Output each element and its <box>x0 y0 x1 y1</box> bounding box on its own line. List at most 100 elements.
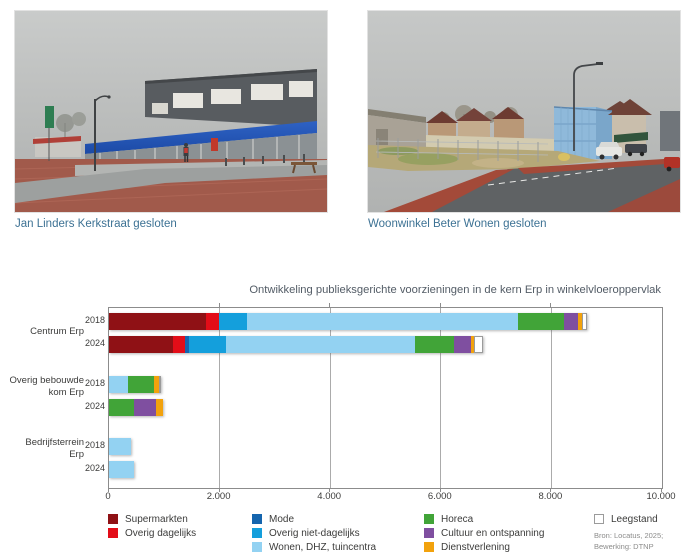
road <box>15 165 327 203</box>
bar-overig-bebouwde-kom-erp-2018 <box>109 376 162 393</box>
segment-horeca <box>128 376 154 393</box>
year-label: 2018 <box>84 440 105 450</box>
legend-label: Overig dagelijks <box>125 528 197 539</box>
green-sign <box>45 106 54 161</box>
legend-swatch <box>252 514 262 524</box>
segment-horeca <box>518 313 564 330</box>
blue-awning <box>85 121 317 154</box>
legend-label: Cultuur en ontspanning <box>441 528 545 539</box>
lamppost <box>573 62 603 151</box>
legend-swatch <box>252 528 262 538</box>
bar-bedrijfsterrein-erp-2018 <box>109 438 132 455</box>
green-awning <box>614 132 648 143</box>
segment-dienstverlening <box>153 376 160 393</box>
bike-lane-near <box>384 169 514 212</box>
axis-tick <box>108 488 109 492</box>
segment-leegstand <box>582 313 588 330</box>
axis-left-labels: 2018 2024 Centrum Erp 2018 2024 Overig bebouw… <box>0 0 108 558</box>
legend-swatch <box>424 514 434 524</box>
photo-caption-right: Woonwinkel Beter Wonen gesloten <box>368 218 547 230</box>
bar-centrum-erp-2018 <box>109 313 588 330</box>
segment-wonen-dhz-tuincentra <box>109 438 132 455</box>
axis-tick-top <box>439 303 441 307</box>
segment-supermarkten <box>109 336 173 353</box>
legend-swatch <box>108 514 118 524</box>
legend-swatch <box>424 528 434 538</box>
segment-dienstverlening <box>470 336 474 353</box>
bar-bedrijfsterrein-erp-2024 <box>109 461 134 478</box>
photo-jan-linders-scene <box>14 11 328 212</box>
photo-caption-left: Jan Linders Kerkstraat gesloten <box>15 218 177 230</box>
source-line-2: Bewerking: DTNP <box>594 542 654 551</box>
segment-horeca <box>414 336 455 353</box>
segment-overig-dagelijks <box>205 313 220 330</box>
dark-car <box>625 144 647 157</box>
segment-overig-dagelijks <box>172 336 186 353</box>
segment-wonen-dhz-tuincentra <box>226 336 415 353</box>
axis-tick <box>329 488 331 492</box>
segment-wonen-dhz-tuincentra <box>109 461 134 478</box>
source-line-1: Bron: Locatus, 2025; <box>594 531 664 540</box>
x-tick-label: 6.000 <box>427 491 452 502</box>
gridline <box>329 308 331 488</box>
segment-overig-niet-dagelijks <box>219 313 248 330</box>
far-left-house <box>33 136 81 157</box>
pedestrian <box>183 143 189 162</box>
segment-cultuur-en-ontspanning <box>134 399 156 416</box>
segment-leegstand <box>159 376 162 393</box>
legend-label: Dienstverlening <box>441 542 510 553</box>
bollards <box>225 154 305 166</box>
picnic-table <box>291 162 317 174</box>
legend-label: Leegstand <box>611 514 658 525</box>
bike-lane-corner <box>608 179 680 212</box>
axis-tick <box>439 488 441 492</box>
gridline <box>550 308 552 488</box>
white-car <box>596 142 622 160</box>
segment-horeca <box>109 399 135 416</box>
group-label-overig-bebouwde-kom-erp: Overig bebouwde kom Erp <box>9 375 84 398</box>
legend-label: Mode <box>269 514 295 525</box>
x-tick-label: 10.000 <box>646 491 676 502</box>
construction-fence <box>375 138 549 162</box>
photo-jan-linders <box>14 11 328 212</box>
legend-label: Overig niet-dagelijks <box>269 528 360 539</box>
grass-patch <box>398 153 458 165</box>
bar-overig-bebouwde-kom-erp-2024 <box>109 399 164 416</box>
red-car <box>664 157 680 172</box>
group-label-centrum-erp: Centrum Erp <box>30 326 84 337</box>
legend-swatch <box>594 514 604 524</box>
chart-title: Ontwikkeling publieksgerichte voorzienin… <box>249 284 661 296</box>
year-label: 2018 <box>84 315 105 325</box>
year-label: 2024 <box>84 401 105 411</box>
segment-dienstverlening <box>155 399 164 416</box>
gridline <box>440 308 442 488</box>
legend-swatch <box>424 542 434 552</box>
group-label-bedrijfsterrein-erp: Bedrijfsterrein Erp <box>25 437 84 460</box>
yellow-object <box>558 153 570 161</box>
supermarket-building <box>85 69 317 166</box>
x-tick-label: 4.000 <box>317 491 342 502</box>
dry-grass-patch <box>472 158 524 168</box>
segment-cultuur-en-ontspanning <box>563 313 578 330</box>
legend-label: Supermarkten <box>125 514 188 525</box>
x-tick-label: 2.000 <box>206 491 231 502</box>
axis-tick-top <box>218 303 220 307</box>
axis-tick-top <box>329 303 331 307</box>
year-label: 2024 <box>84 463 105 473</box>
year-label: 2024 <box>84 338 105 348</box>
segment-dienstverlening <box>577 313 583 330</box>
segment-mode <box>185 336 189 353</box>
bike-lane-far <box>518 158 680 174</box>
plot-area <box>108 307 663 489</box>
segment-cultuur-en-ontspanning <box>454 336 471 353</box>
x-tick-label: 0 <box>105 491 111 502</box>
legend-swatch <box>108 528 118 538</box>
segment-leegstand <box>473 336 484 353</box>
axis-tick <box>218 488 220 492</box>
segment-overig-niet-dagelijks <box>188 336 227 353</box>
gridline <box>219 308 221 488</box>
segment-supermarkten <box>109 313 206 330</box>
x-tick-label: 8.000 <box>538 491 563 502</box>
year-label: 2018 <box>84 378 105 388</box>
